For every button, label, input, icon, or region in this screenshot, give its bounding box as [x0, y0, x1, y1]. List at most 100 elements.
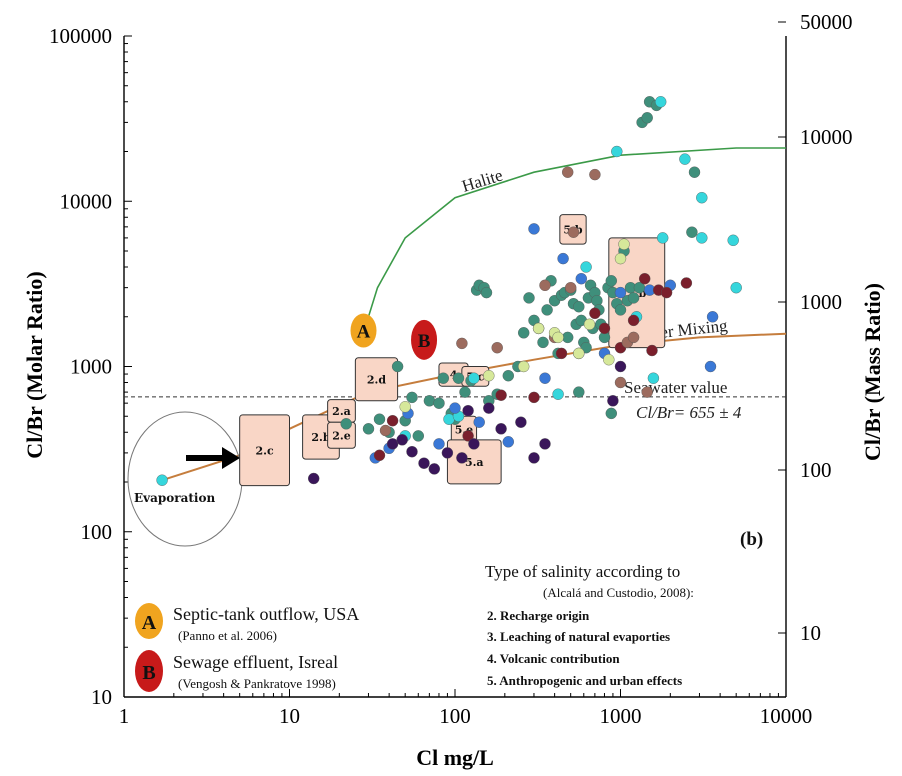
salinity-box: 5.a: [446, 439, 502, 485]
x-axis-title: Cl mg/L: [416, 745, 494, 770]
y-axis-title: Cl/Br (Molar Ratio): [22, 271, 47, 458]
evaporation-ellipse: [127, 411, 243, 547]
data-point: [580, 261, 592, 273]
salinity-type-item: 2. Recharge origin: [487, 608, 590, 623]
data-point: [449, 402, 461, 414]
salinity-type-title: Type of salinity according to: [485, 562, 680, 581]
legend-marker-a-letter: A: [142, 612, 157, 634]
data-point: [391, 360, 404, 373]
data-point: [618, 238, 630, 250]
legend-entry-a-cite: (Panno et al. 2006): [178, 628, 277, 643]
data-point: [539, 372, 551, 384]
right-tick-label: 1000: [800, 290, 842, 314]
marker-b: B: [411, 319, 438, 360]
data-point: [452, 372, 465, 384]
data-point: [655, 96, 667, 108]
data-point: [562, 166, 574, 178]
data-point: [603, 354, 615, 366]
legend: A Septic-tank outflow, USA (Panno et al.…: [135, 603, 359, 692]
data-point: [418, 457, 430, 469]
data-point: [573, 347, 585, 360]
data-point: [156, 474, 168, 486]
salinity-box-label: 4: [450, 369, 458, 382]
data-point: [456, 452, 468, 464]
salinity-box-label: 2.c: [255, 444, 273, 457]
salinity-box: 2.a: [327, 399, 356, 423]
x-tick-label: 100: [439, 704, 471, 728]
halite-label: Halite: [460, 166, 505, 196]
data-point: [386, 415, 399, 427]
y-tick-label: 10: [91, 685, 112, 709]
data-point: [730, 282, 742, 294]
data-point: [573, 301, 585, 313]
data-point: [727, 234, 739, 247]
data-point: [495, 389, 507, 401]
data-point: [607, 395, 619, 407]
salinity-type-list: Type of salinity according to (Alcalá an…: [485, 562, 694, 688]
y-tick-label: 100000: [49, 24, 112, 48]
data-point: [555, 347, 568, 360]
data-point: [483, 402, 495, 414]
data-point: [627, 331, 640, 344]
data-point: [515, 416, 527, 428]
data-point: [589, 168, 601, 181]
data-point: [362, 423, 375, 435]
data-point: [641, 112, 653, 124]
data-point: [412, 430, 424, 442]
right-axis-title: Cl/Br (Mass Ratio): [860, 283, 885, 461]
seawater-value-label: Seawater value: [624, 378, 727, 397]
data-point: [696, 191, 708, 204]
data-point: [456, 337, 468, 350]
salinity-box-label: 2.d: [367, 373, 386, 386]
marker-letter: B: [418, 331, 431, 352]
data-point: [537, 336, 549, 349]
x-tick-label: 1000: [600, 704, 642, 728]
x-tick-label: 1: [119, 704, 130, 728]
data-point: [706, 311, 719, 323]
right-tick-label: 50000: [800, 10, 853, 34]
data-point: [614, 286, 627, 299]
data-point: [459, 386, 471, 398]
salinity-box-label: 2.e: [332, 429, 350, 442]
legend-entry-b-text: Sewage effluent, Isreal: [173, 652, 338, 672]
data-point: [437, 372, 449, 384]
data-point: [373, 449, 386, 461]
data-point: [386, 438, 399, 450]
data-point: [562, 331, 574, 344]
data-point: [396, 434, 408, 446]
data-point: [502, 436, 514, 448]
data-point: [423, 395, 436, 407]
data-point: [614, 252, 627, 265]
data-point: [614, 304, 627, 316]
data-point: [598, 322, 611, 335]
data-point: [680, 277, 693, 289]
data-point: [523, 292, 535, 304]
data-point: [567, 226, 580, 238]
data-point: [495, 423, 507, 435]
salinity-box: 2.d: [354, 357, 399, 402]
data-point: [627, 314, 640, 327]
data-point: [406, 446, 418, 458]
data-point: [646, 344, 658, 357]
data-point: [565, 282, 577, 294]
data-point: [688, 166, 701, 178]
legend-marker-b-letter: B: [142, 662, 155, 684]
data-point: [483, 370, 495, 382]
data-point: [379, 424, 392, 437]
salinity-type-cite: (Alcalá and Custodio, 2008):: [543, 585, 694, 600]
data-point: [399, 401, 411, 413]
data-point: [441, 447, 454, 459]
data-point: [491, 342, 503, 354]
data-point: [686, 226, 698, 238]
data-point: [573, 386, 585, 398]
salinity-box: 2.c: [239, 414, 290, 487]
evaporation-arrow-icon: [186, 447, 240, 469]
data-point: [518, 360, 530, 373]
data-point: [502, 370, 514, 382]
data-point: [660, 286, 673, 299]
seawater-value-formula: Cl/Br= 655 ± 4: [636, 403, 742, 422]
salinity-box-rect: [239, 414, 290, 487]
data-point: [528, 452, 540, 464]
salinity-type-item: 4. Volcanic contribution: [487, 651, 620, 666]
